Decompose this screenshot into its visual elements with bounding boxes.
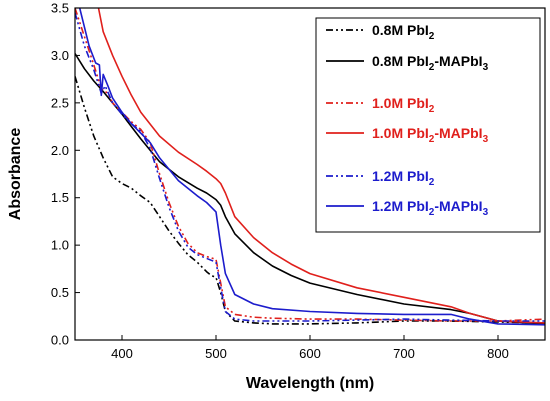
ticks-layer: 400 500 600 700 800 0.0 0.5 1.0 1.5 2.0 2.5 3.0 3.5 bbox=[51, 1, 509, 362]
x-tick-label: 600 bbox=[299, 346, 321, 361]
x-tick-label: 800 bbox=[487, 346, 509, 361]
y-tick-label: 1.0 bbox=[51, 238, 69, 253]
y-tick-label: 3.0 bbox=[51, 48, 69, 63]
x-tick-label: 700 bbox=[393, 346, 415, 361]
series-line-5 bbox=[75, 12, 545, 322]
legend-label-part: 1.2M PbI bbox=[372, 198, 429, 214]
y-tick-label: 3.5 bbox=[51, 1, 69, 16]
y-axis-label: Absorbance bbox=[7, 128, 24, 221]
x-tick-label: 500 bbox=[205, 346, 227, 361]
y-tick-label: 1.5 bbox=[51, 190, 69, 205]
legend-label-part: -MAPbI bbox=[434, 125, 482, 141]
y-tick-label: 0.0 bbox=[51, 333, 69, 348]
legend-label-part: 3 bbox=[483, 207, 489, 218]
legend-label-1: 0.8M PbI2 bbox=[372, 22, 435, 42]
legend-label-2: 0.8M PbI2-MAPbI3 bbox=[372, 53, 489, 73]
legend-label-3: 1.0M PbI2 bbox=[372, 95, 435, 115]
x-tick-label: 400 bbox=[111, 346, 133, 361]
y-tick-label: 2.0 bbox=[51, 143, 69, 158]
legend-label-part: 2 bbox=[429, 62, 435, 73]
series-line-6 bbox=[78, 8, 545, 326]
x-axis-label: Wavelength (nm) bbox=[246, 375, 374, 392]
y-tick-label: 2.5 bbox=[51, 95, 69, 110]
legend-label-part: 1.0M PbI bbox=[372, 125, 429, 141]
legend-label-part: 2 bbox=[429, 207, 435, 218]
legend-box bbox=[315, 17, 541, 233]
legend-label-part: 2 bbox=[429, 177, 435, 188]
legend-label-part: 1.0M PbI bbox=[372, 95, 429, 111]
legend-label-part: 3 bbox=[483, 134, 489, 145]
legend-label-4: 1.0M PbI2-MAPbI3 bbox=[372, 125, 489, 145]
series-line-4 bbox=[97, 8, 545, 324]
legend-label-part: 0.8M PbI bbox=[372, 22, 429, 38]
legend-label-part: 2 bbox=[429, 31, 435, 42]
legend-label-part: 3 bbox=[483, 62, 489, 73]
legend-label-5: 1.2M PbI2 bbox=[372, 168, 435, 188]
y-tick-label: 0.5 bbox=[51, 285, 69, 300]
legend-label-part: -MAPbI bbox=[434, 53, 482, 69]
legend-label-part: 1.2M PbI bbox=[372, 168, 429, 184]
series-line-1 bbox=[75, 76, 545, 325]
legend-label-part: 0.8M PbI bbox=[372, 53, 429, 69]
legend-label-part: 2 bbox=[429, 104, 435, 115]
legend-label-part: -MAPbI bbox=[434, 198, 482, 214]
legend-label-6: 1.2M PbI2-MAPbI3 bbox=[372, 198, 489, 218]
series-layer bbox=[75, 8, 545, 326]
legend-label-part: 2 bbox=[429, 134, 435, 145]
